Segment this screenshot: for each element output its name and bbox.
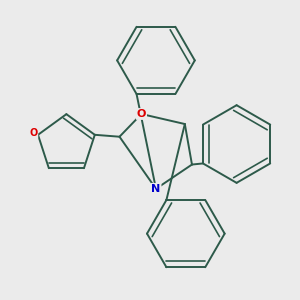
Text: O: O	[137, 109, 146, 119]
Text: N: N	[151, 184, 160, 194]
Text: O: O	[29, 128, 38, 138]
